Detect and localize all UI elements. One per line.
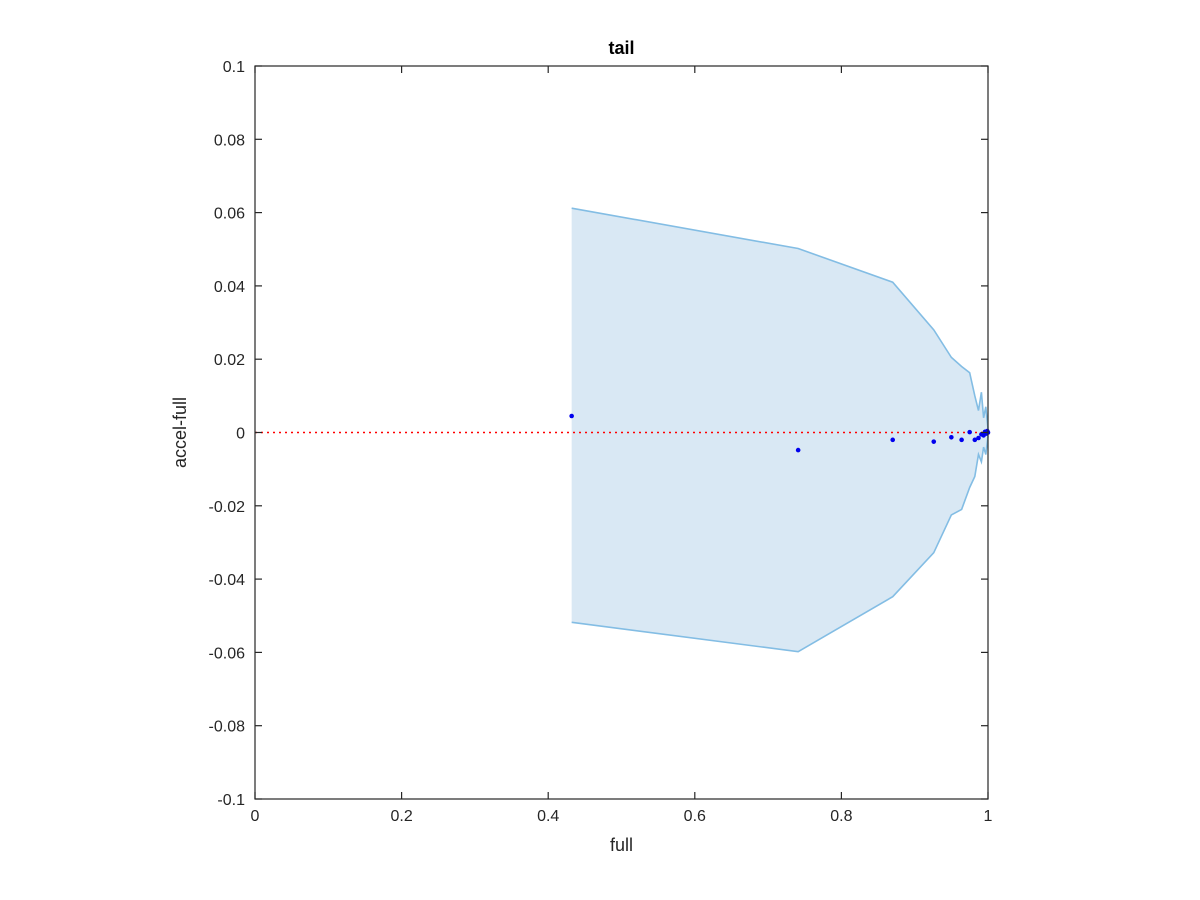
data-point-8 bbox=[972, 437, 978, 443]
x-tick-label: 0.8 bbox=[830, 808, 852, 825]
y-tick-label: -0.04 bbox=[209, 572, 246, 589]
data-point-5 bbox=[949, 434, 954, 440]
y-axis-label: accel-full bbox=[170, 397, 190, 468]
y-tick-label: 0.1 bbox=[223, 59, 245, 76]
data-point-7 bbox=[967, 429, 972, 435]
x-tick-label: 1 bbox=[984, 808, 993, 825]
x-tick-label: 0.6 bbox=[684, 808, 706, 825]
x-tick-label: 0.4 bbox=[537, 808, 559, 825]
y-tick-label: -0.02 bbox=[209, 499, 246, 516]
y-tick-label: 0.08 bbox=[214, 132, 245, 149]
confidence-band-layer bbox=[571, 207, 989, 653]
x-tick-label: 0.2 bbox=[390, 808, 412, 825]
data-point-6 bbox=[959, 437, 964, 443]
y-tick-label: 0 bbox=[236, 426, 245, 443]
data-point-4 bbox=[931, 439, 937, 444]
x-axis-label: full bbox=[610, 835, 633, 855]
y-tick-label: 0.02 bbox=[214, 352, 245, 369]
y-tick-label: -0.06 bbox=[209, 645, 246, 662]
y-tick-label: 0.04 bbox=[214, 279, 245, 296]
axes-layer: 0 0.2 0.4 0.6 0.8 1 0.1 0.08 0.06 0.04 0.02 0 -0.02 -… bbox=[209, 59, 993, 825]
y-tick-label: -0.1 bbox=[217, 792, 245, 809]
y-tick-label: -0.08 bbox=[209, 719, 246, 736]
band-lower-edge bbox=[571, 436, 989, 653]
chart-title: tail bbox=[608, 38, 634, 58]
x-tick-label: 0 bbox=[251, 808, 260, 825]
data-point-3 bbox=[890, 437, 896, 443]
confidence-band-fill bbox=[571, 208, 988, 652]
data-point-2 bbox=[795, 447, 801, 453]
y-tick-label: 0.06 bbox=[214, 206, 245, 223]
data-point-1 bbox=[569, 413, 574, 419]
data-point-9 bbox=[976, 435, 981, 441]
band-upper-edge bbox=[571, 207, 989, 429]
